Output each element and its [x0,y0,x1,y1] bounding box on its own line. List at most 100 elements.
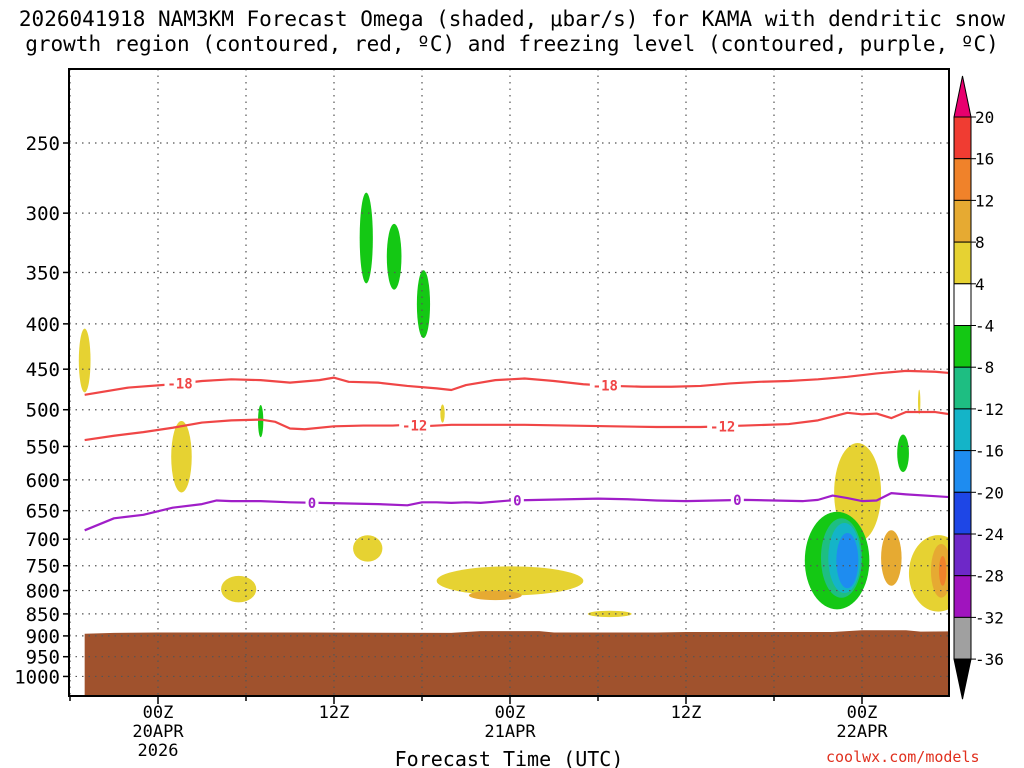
y-tick-label-750: 750 [26,556,60,578]
freezing-level [84,492,949,532]
colorbar-label-9: -20 [975,483,1004,502]
colorbar-bin-5 [953,283,972,326]
minus18-line-label-bg-1 [589,377,621,394]
minus18-line-label-bg-0 [164,375,196,392]
omega-shading [78,192,949,618]
minus18-line-label-0: -18 [167,376,192,392]
colorbar-bin-8 [953,408,972,452]
colorbar-label-8: -16 [975,442,1004,461]
y-tick-label-1000: 1000 [14,666,60,688]
ascent-520 [258,405,264,438]
minus12-line [84,410,949,442]
y-axis: 2503003504004505005506006507007508008509… [14,133,69,688]
colorbar-bin-6 [953,325,972,368]
y-tick-label-250: 250 [26,133,60,155]
colorbar-label-6: -8 [975,358,994,377]
ascent-300-b [386,223,402,290]
x-tick-label-24-0: 00Z [495,703,526,723]
x-tick-label-48-1: 22APR [836,722,888,742]
colorbar-bin-12 [953,575,972,618]
descent-800-a [221,575,257,603]
freezing-level-label-bg-2 [730,492,744,509]
ascent-300-a [359,192,373,284]
descent-500-b [440,404,445,423]
colorbar-label-4: 4 [975,275,985,294]
chart-title-line-1: 2026041918 NAM3KM Forecast Omega (shaded… [18,7,1006,31]
descent-700-d-core [881,530,902,586]
colorbar-label-12: -32 [975,608,1004,627]
descent-550-a [171,421,192,493]
x-tick-label-48-0: 00Z [847,703,878,723]
freezing-level-label-bg-1 [510,492,524,509]
contour-lines: -18 -18 -12 -12 0 0 0 [84,369,949,532]
colorbar-bin-11 [953,533,972,577]
colorbar-label-11: -28 [975,567,1004,586]
colorbar-bin-10 [953,491,972,535]
y-tick-label-900: 900 [26,626,60,648]
descent-780-b [436,566,584,596]
plot-background [69,69,949,696]
ascent-350 [416,270,431,339]
descent-440-edge [78,328,91,393]
y-tick-label-450: 450 [26,359,60,381]
minus18-line [84,369,949,396]
colorbar-label-2: 12 [975,191,994,210]
y-tick-label-800: 800 [26,581,60,603]
colorbar-bin-4 [953,241,972,285]
colorbar-label-13: -36 [975,650,1004,669]
terrain-layer [84,630,949,696]
colorbar-label-0: 20 [975,108,994,127]
y-tick-label-600: 600 [26,470,60,492]
y-tick-label-700: 700 [26,529,60,551]
strong-ascent-core [836,532,859,589]
colorbar-bin-2 [953,158,972,201]
colorbar-bin-13 [953,616,972,660]
x-tick-label-0-1: 20APR [132,722,184,742]
x-tick-label-12-0: 12Z [319,703,350,723]
colorbar-top-arrow [953,75,972,118]
y-tick-label-850: 850 [26,604,60,626]
colorbar: 20 16 12 8 4 -4 -8 -12 -16 -20 -24 -28 -32 -36 [953,75,1004,700]
y-tick-label-550: 550 [26,436,60,458]
freezing-level-label-bg-0 [305,494,319,511]
colorbar-bottom-arrow [953,658,972,700]
colorbar-label-5: -4 [975,317,994,336]
x-tick-label-0-2: 2026 [138,741,179,761]
colorbar-label-1: 16 [975,150,994,169]
y-tick-label-650: 650 [26,501,60,523]
colorbar-label-10: -24 [975,525,1004,544]
plot-frame [68,68,950,697]
minus18-line-label-1: -18 [593,379,618,395]
site-credit: coolwx.com/models [826,748,980,766]
descent-780-b-core [468,590,522,601]
colorbar-bin-7 [953,366,972,410]
minus12-line-label-0: -12 [402,419,427,435]
descent-500-c [918,389,921,415]
freezing-level-label-1: 0 [513,493,521,509]
ascent-550-late [897,434,909,473]
grid-lines [69,69,949,696]
y-tick-label-500: 500 [26,400,60,422]
chart-title-line-2: growth region (contoured, red, ºC) and f… [25,32,999,56]
y-tick-label-300: 300 [26,203,60,225]
colorbar-label-3: 8 [975,233,985,252]
x-axis-label: Forecast Time (UTC) [395,747,624,768]
y-tick-label-400: 400 [26,314,60,336]
minus12-line-label-1: -12 [710,419,735,435]
ground-below-surface [84,630,949,696]
y-tick-label-950: 950 [26,647,60,669]
colorbar-bin-9 [953,450,972,493]
x-tick-label-36-0: 12Z [671,703,702,723]
freezing-level-label-0: 0 [308,496,316,512]
descent-700-a [353,535,383,562]
minus12-line-label-bg-0 [399,417,431,434]
y-tick-label-350: 350 [26,262,60,284]
colorbar-label-7: -12 [975,400,1004,419]
minus12-line-label-bg-1 [707,418,739,435]
x-tick-label-24-1: 21APR [484,722,536,742]
x-tick-label-0-0: 00Z [143,703,174,723]
colorbar-bin-1 [953,116,972,160]
colorbar-bin-3 [953,199,972,243]
